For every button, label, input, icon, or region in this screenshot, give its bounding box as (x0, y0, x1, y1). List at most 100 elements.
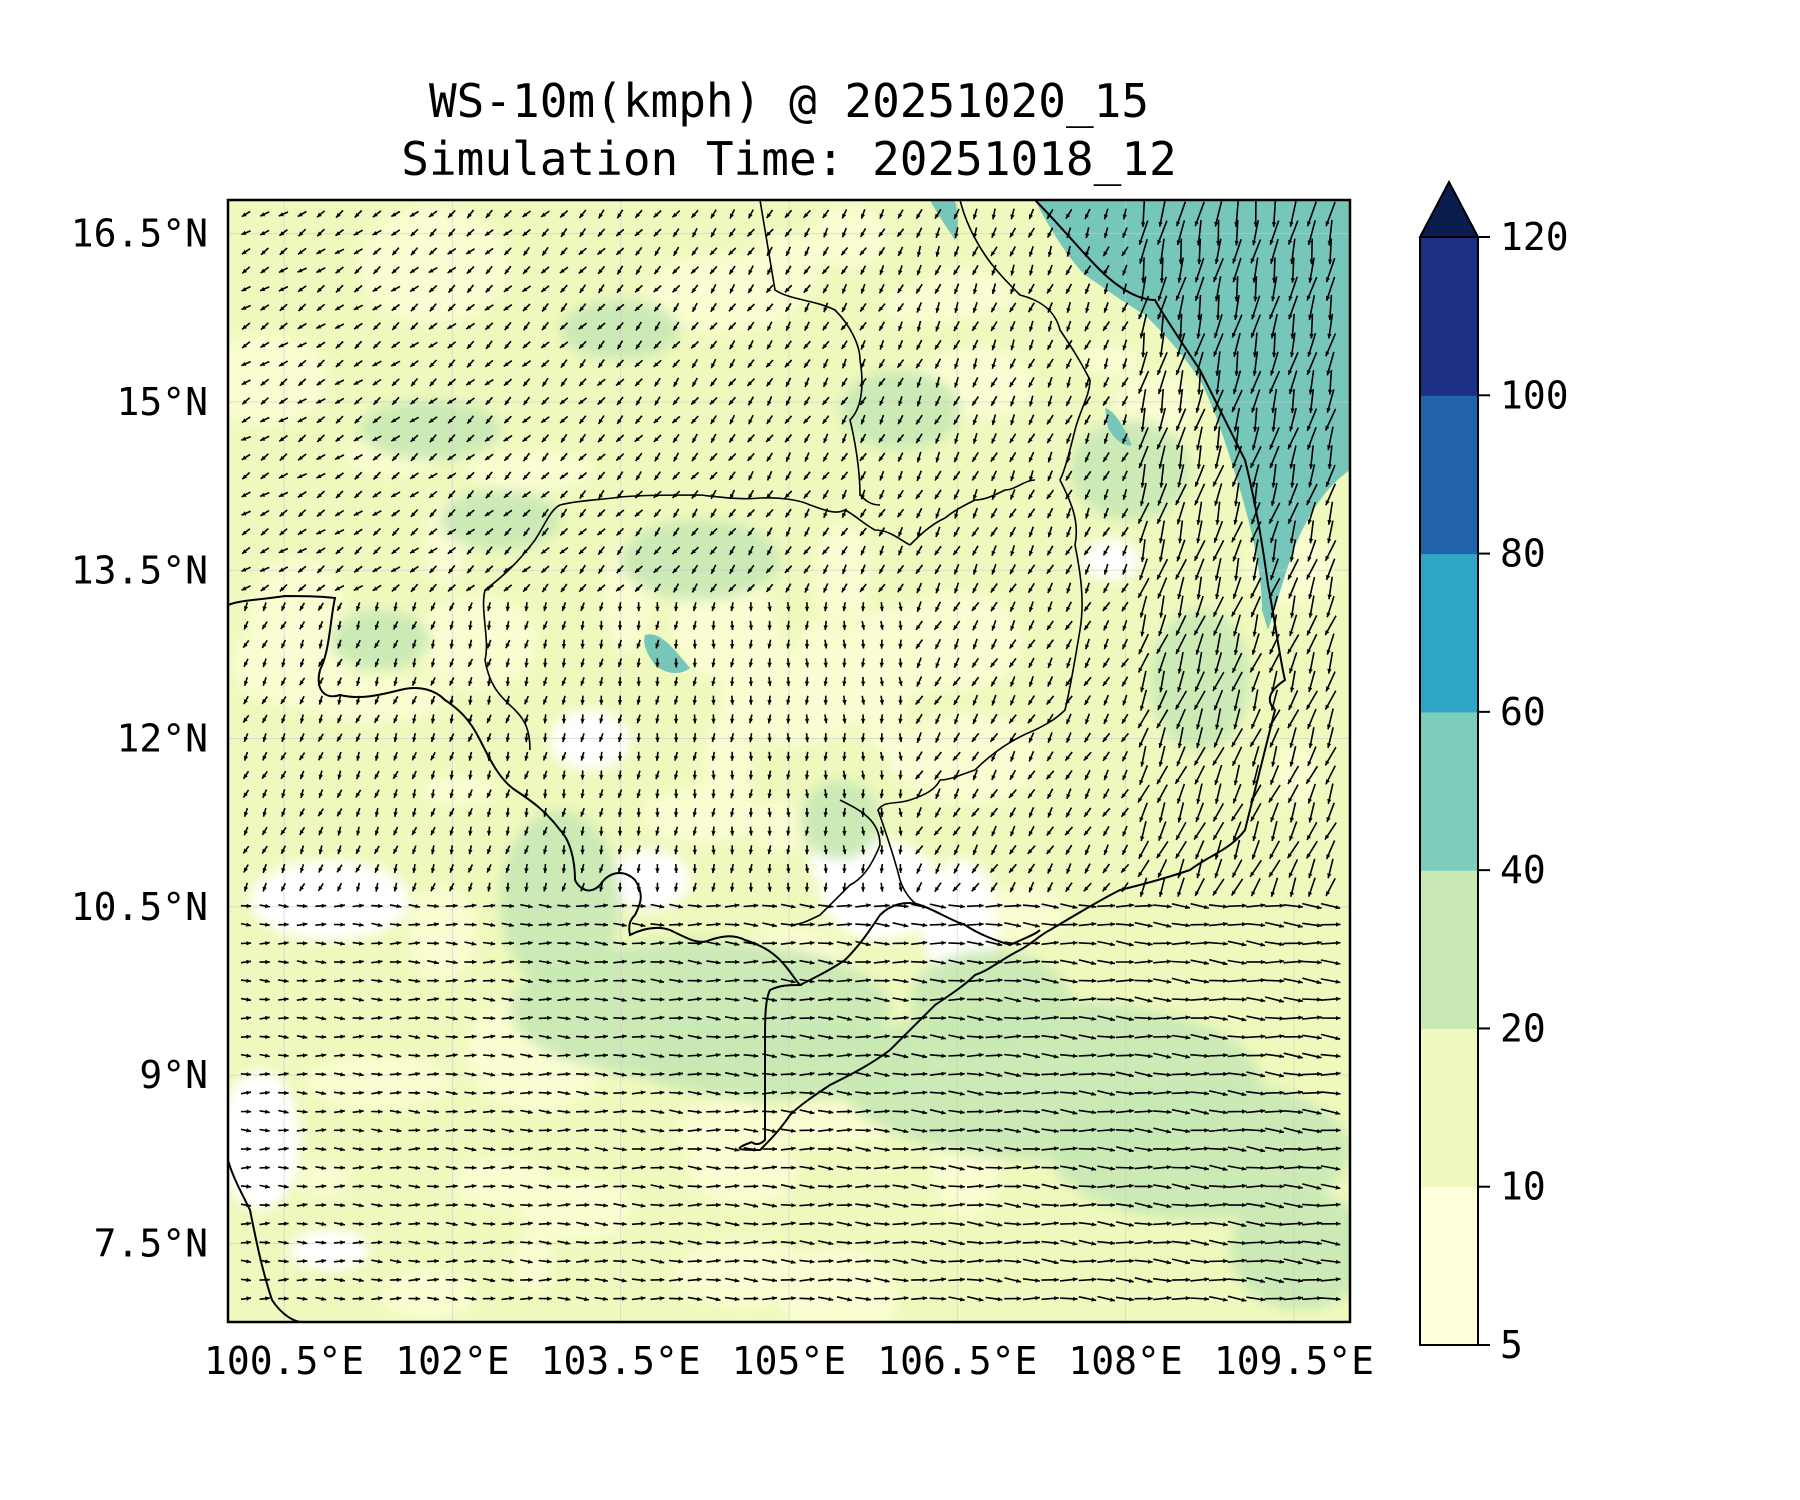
wind-vector (316, 378, 326, 386)
wind-vector (1159, 332, 1165, 358)
wind-vector (1253, 407, 1258, 432)
wind-vector (1084, 246, 1091, 257)
wind-vector (860, 283, 866, 294)
wind-vector (1065, 283, 1073, 294)
wind-vector (334, 304, 345, 311)
wind-vector (803, 359, 811, 369)
wind-vector (784, 228, 793, 238)
wind-vector (746, 509, 755, 518)
wind-vector (541, 303, 549, 312)
wind-vector (241, 510, 251, 516)
wind-vector (1307, 332, 1317, 357)
wind-vector (878, 377, 886, 387)
wind-vector (503, 378, 513, 387)
colorbar-segment (1420, 237, 1478, 396)
wind-vector (710, 489, 717, 500)
wind-vector (521, 490, 532, 499)
wind-vector (765, 228, 774, 237)
calm-patch (610, 850, 690, 910)
wind-vector (1102, 246, 1110, 257)
wind-vector (578, 266, 587, 275)
wind-vector (578, 397, 588, 405)
wind-vector (1197, 370, 1202, 395)
wind-vector (710, 302, 717, 313)
wind-vector (410, 228, 419, 237)
wind-vector (634, 359, 644, 368)
wind-vector (260, 378, 270, 387)
wind-vector (1195, 351, 1204, 376)
wind-vector (1156, 351, 1168, 376)
wind-vector (654, 452, 661, 462)
wind-vector (934, 470, 942, 481)
wind-vector (447, 266, 457, 274)
wind-vector (278, 229, 288, 237)
wind-vector (1196, 426, 1203, 451)
wind-vector (503, 229, 513, 237)
wind-vector (278, 491, 289, 498)
wind-vector (279, 453, 288, 462)
wind-vector (484, 453, 494, 461)
wind-vector (372, 453, 382, 461)
wind-vector (1121, 321, 1129, 332)
wind-vector (897, 377, 904, 388)
wind-vector (990, 321, 998, 332)
wind-vector (1029, 264, 1034, 276)
wind-vector (484, 247, 494, 256)
wind-vector (635, 396, 642, 406)
wind-vector (634, 284, 643, 293)
wind-vector (785, 471, 792, 481)
wind-vector (297, 472, 308, 479)
wind-vector (1028, 245, 1034, 257)
wind-vector (1066, 227, 1072, 239)
wind-vector (1175, 483, 1187, 506)
moderate-wind-patch (620, 520, 780, 600)
wind-vector (972, 302, 978, 313)
wind-vector (259, 229, 270, 236)
wind-vector (803, 321, 811, 331)
wind-vector (897, 339, 904, 350)
wind-vector (297, 416, 307, 423)
wind-vector (504, 471, 512, 481)
wind-vector (972, 432, 978, 444)
wind-vector (1010, 208, 1015, 220)
wind-vector (1065, 264, 1073, 276)
wind-vector (1158, 407, 1167, 432)
wind-vector (804, 377, 810, 388)
wind-vector (1270, 482, 1278, 507)
wind-vector (1010, 264, 1015, 276)
wind-vector (1288, 370, 1298, 395)
wind-vector (1252, 482, 1258, 507)
border-laos-thailand (939, 200, 1091, 781)
wind-vector (1327, 426, 1334, 451)
wind-vector (335, 472, 344, 480)
wind-vector (540, 341, 550, 349)
wind-vector (278, 211, 289, 217)
wind-vector (1325, 201, 1336, 227)
wind-vector (1122, 283, 1127, 295)
wind-vector (504, 396, 512, 406)
wind-vector (709, 265, 718, 275)
low-wind-patch (645, 253, 803, 333)
wind-vector (316, 509, 326, 518)
wind-vector (803, 209, 811, 219)
wind-vector (860, 209, 866, 219)
wind-vector (1103, 432, 1109, 444)
wind-vector (672, 359, 681, 368)
wind-vector (1231, 389, 1243, 413)
wind-vector (465, 378, 476, 386)
wind-vector (485, 209, 493, 219)
wind-vector (822, 284, 829, 294)
wind-vector (390, 435, 401, 442)
wind-vector (335, 434, 344, 443)
wind-vector (1103, 283, 1109, 295)
wind-vector (1271, 332, 1277, 358)
lon-tick-label: 103.5°E (541, 1339, 701, 1383)
wind-vector (672, 321, 680, 331)
wind-vector (466, 359, 475, 368)
wind-vector (559, 397, 569, 405)
wind-vector (1177, 370, 1184, 395)
wind-vector (1193, 408, 1206, 431)
wind-vector (1271, 464, 1277, 488)
wind-vector (878, 489, 885, 500)
wind-vector (278, 360, 289, 367)
